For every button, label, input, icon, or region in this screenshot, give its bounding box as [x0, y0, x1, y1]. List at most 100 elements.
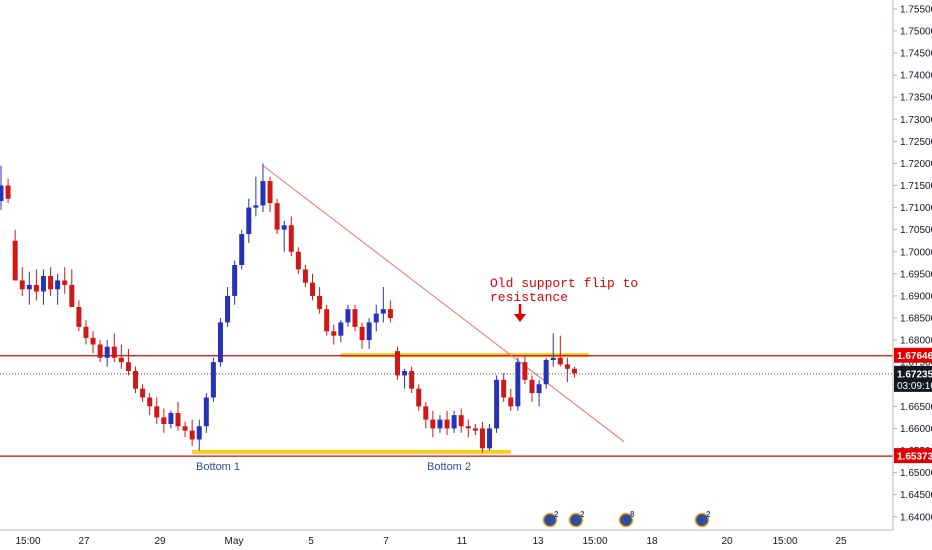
annotation-arrow-head [514, 314, 526, 322]
candle-body [402, 371, 408, 376]
candle-body [479, 428, 485, 449]
price-axis-label: 1.64000 [900, 512, 932, 523]
candle-body [472, 428, 478, 431]
price-axis-label: 1.73500 [900, 93, 932, 104]
candle-body [19, 280, 25, 290]
candle-body [5, 185, 11, 199]
current-price-label: 1.67235 [897, 369, 932, 380]
candle-body [451, 415, 457, 429]
candle-body [232, 265, 238, 296]
event-badge-count: 2 [554, 510, 559, 519]
time-axis-label: 18 [646, 536, 658, 547]
price-axis-label: 1.66000 [900, 424, 932, 435]
candle-body [529, 379, 535, 394]
time-axis-label: 29 [154, 536, 166, 547]
candle-body [494, 379, 500, 429]
bottom-label: Bottom 1 [196, 461, 240, 473]
candle-body [423, 406, 429, 420]
price-axis-label: 1.70500 [900, 225, 932, 236]
candle-body [40, 276, 46, 292]
candle-body [225, 295, 231, 323]
time-axis-label: 11 [457, 536, 468, 547]
candle-body [175, 412, 181, 427]
candle-body [246, 207, 252, 235]
candle-body [345, 309, 351, 323]
candle-body [416, 388, 422, 407]
candle-body [387, 309, 393, 318]
candle-body [317, 295, 323, 310]
price-axis-label: 1.70000 [900, 247, 932, 258]
candle-body [465, 426, 471, 429]
candle-body [274, 203, 280, 230]
candle-body [302, 269, 308, 283]
candle-body [203, 397, 209, 427]
candle-body [295, 251, 301, 270]
time-axis-label: 5 [308, 536, 314, 547]
time-axis-label: 15:00 [582, 536, 607, 547]
time-axis-label: 13 [532, 536, 544, 547]
level-price-label: 1.65373 [897, 452, 932, 463]
candle-body [26, 284, 32, 290]
candle-body [125, 362, 131, 371]
price-axis-label: 1.75500 [900, 4, 932, 15]
candle-body [154, 406, 160, 418]
candle-body [557, 357, 563, 365]
candle-body [324, 309, 330, 332]
annotation-text: Old support flip to [490, 276, 638, 291]
candle-body [487, 428, 493, 449]
candle-body [380, 309, 386, 314]
price-axis-label: 1.64500 [900, 490, 932, 501]
price-axis-label: 1.68000 [900, 336, 932, 347]
candle-body [331, 331, 337, 336]
candle-body [253, 205, 259, 208]
candle-body [118, 357, 124, 363]
trendline [262, 165, 625, 443]
time-axis-label: 25 [835, 536, 847, 547]
candle-body [310, 282, 316, 296]
candle-body [147, 397, 153, 407]
candle-body [338, 322, 344, 336]
candle-body [366, 322, 372, 341]
candle-body [133, 371, 139, 389]
price-axis-label: 1.67500 [900, 358, 932, 369]
candle-body [97, 344, 103, 358]
candle-body [288, 225, 294, 252]
level-price-label: 1.67646 [897, 351, 932, 362]
candle-body [12, 240, 18, 281]
candle-body [161, 417, 167, 424]
event-badge-count: 2 [580, 510, 585, 519]
candle-body [90, 337, 96, 345]
bottom-label: Bottom 2 [427, 461, 471, 473]
candle-body [267, 181, 273, 204]
candle-body [182, 426, 188, 431]
candle-body [437, 419, 443, 429]
annotation-text: resistance [490, 290, 568, 305]
price-axis-label: 1.69500 [900, 269, 932, 280]
level-price-tag [894, 448, 932, 464]
candle-body [501, 379, 507, 398]
candle-body [55, 280, 61, 290]
candle-body [33, 284, 39, 292]
price-axis-label: 1.74500 [900, 49, 932, 60]
event-badge-count: 8 [630, 510, 635, 519]
candle-body [69, 284, 75, 307]
level-price-tag [894, 347, 932, 363]
candle-body [281, 225, 287, 230]
candle-body [444, 419, 450, 429]
candle-body [0, 185, 4, 201]
price-axis-label: 1.74000 [900, 71, 932, 82]
time-axis-label: 15:00 [15, 536, 40, 547]
candle-body [140, 388, 146, 398]
time-axis-label: 20 [721, 536, 733, 547]
price-axis-label: 1.71500 [900, 181, 932, 192]
event-badge-count: 2 [706, 510, 711, 519]
candle-body [196, 426, 202, 440]
candle-body [522, 362, 528, 380]
candle-body [394, 351, 400, 376]
price-axis-label: 1.72500 [900, 137, 932, 148]
time-axis-label: 15:00 [772, 536, 797, 547]
candle-body [168, 412, 174, 424]
time-axis-label: May [225, 536, 244, 547]
